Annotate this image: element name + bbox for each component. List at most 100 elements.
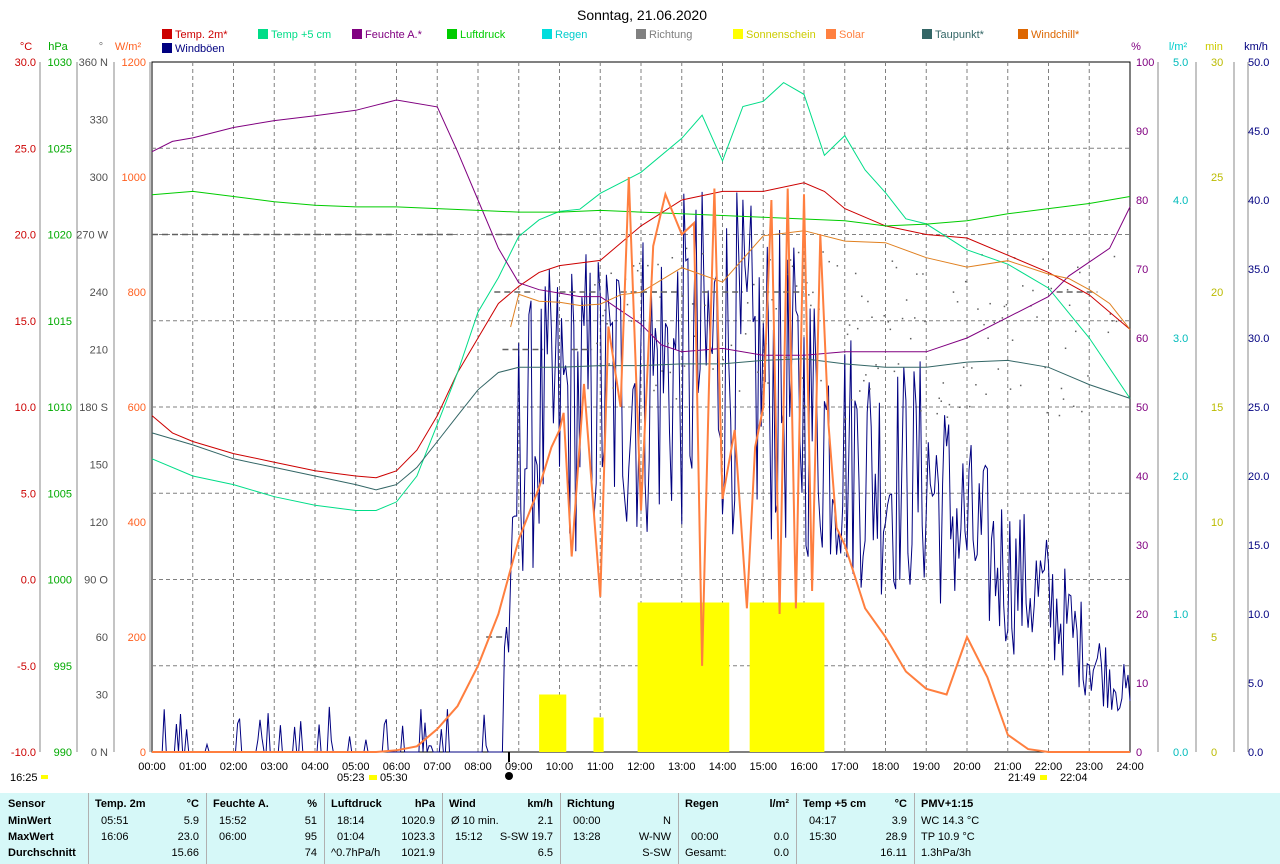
hum-min-time: 15:52: [219, 815, 247, 827]
axis-tick-rain: 1.0: [1173, 609, 1188, 621]
direction-point: [1074, 330, 1077, 333]
direction-point: [1081, 410, 1083, 413]
stats-header-pmv: PMV+1:15: [921, 798, 974, 810]
axis-tick-wind: 45.0: [1248, 126, 1269, 138]
sunrise2-label: 05:30: [380, 772, 408, 784]
press-min-value: 1020.9: [401, 815, 435, 827]
direction-point: [681, 295, 684, 297]
chart-title: Sonntag, 21.06.2020: [577, 7, 707, 23]
direction-point: [671, 256, 674, 259]
direction-point: [626, 303, 629, 306]
legend-label: Feuchte A.*: [365, 29, 423, 41]
axis-tick-direction: 0 N: [91, 747, 108, 759]
t5-min-value: 3.9: [891, 815, 907, 827]
chart-series-lines: [151, 81, 1131, 753]
direction-point: [983, 323, 985, 326]
axis-tick-wind: 25.0: [1248, 402, 1269, 414]
legend-swatch: [636, 29, 646, 39]
sunset-icon: [1040, 775, 1047, 780]
axis-tick-wind: 20.0: [1248, 471, 1269, 483]
wind-max-value: S-SW 19.7: [499, 831, 553, 843]
stats-label-min: MinWert: [8, 815, 52, 827]
direction-point: [1009, 388, 1012, 390]
direction-point: [746, 302, 749, 304]
stats-col-rain: Regen l/m² 00:00 0.0 Gesamt: 0.0: [678, 793, 797, 864]
axis-tick-temp: 30.0: [15, 57, 36, 69]
axis-tick-direction: 360 N: [79, 57, 108, 69]
dir-avg-value: S-SW: [642, 847, 671, 859]
press-avg-value: 1021.9: [401, 847, 435, 859]
direction-point: [1042, 258, 1044, 260]
axis-tick-sunshine: 25: [1211, 172, 1223, 184]
direction-point: [854, 272, 857, 275]
direction-point: [630, 320, 633, 322]
direction-point: [632, 265, 635, 267]
direction-point: [638, 262, 641, 265]
direction-point: [667, 342, 669, 345]
direction-point: [889, 328, 892, 331]
direction-point: [669, 371, 672, 374]
direction-point: [1058, 414, 1061, 417]
axis-unit-pressure: hPa: [48, 41, 68, 53]
temp-max-value: 23.0: [177, 831, 199, 843]
series-line-temp-2m-: [151, 182, 1131, 479]
x-tick-label: 02:00: [220, 761, 248, 773]
axis-tick-sunshine: 5: [1211, 632, 1217, 644]
pmv-dewpoint: TP 10.9 °C: [921, 831, 975, 843]
t5-min-time: 04:17: [809, 815, 837, 827]
direction-point: [596, 342, 598, 345]
axis-tick-pressure: 990: [54, 747, 72, 759]
direction-point: [1011, 339, 1014, 341]
legend-swatch: [733, 29, 743, 39]
direction-point: [969, 405, 971, 408]
x-tick-label: 20:00: [953, 761, 981, 773]
direction-point: [1001, 317, 1004, 319]
legend-swatch: [542, 29, 552, 39]
axis-tick-humidity: 30: [1136, 540, 1148, 552]
direction-point: [771, 299, 773, 301]
stats-unit-temp5: °C: [894, 798, 907, 810]
direction-point: [1115, 320, 1118, 323]
t5-avg-value: 16.11: [880, 847, 907, 859]
axis-tick-wind: 50.0: [1248, 57, 1269, 69]
direction-point: [647, 264, 649, 267]
stats-unit-rain: l/m²: [769, 798, 789, 810]
direction-point: [958, 406, 961, 408]
direction-point: [1022, 285, 1024, 287]
stats-header-pressure: Luftdruck: [331, 798, 382, 810]
direction-point: [850, 399, 853, 401]
sunshine-bar: [749, 602, 825, 752]
direction-point: [920, 410, 922, 412]
sunshine-bar: [637, 602, 730, 752]
axis-tick-solar: 1200: [122, 57, 146, 69]
axis-tick-humidity: 80: [1136, 195, 1148, 207]
direction-point: [964, 280, 967, 283]
direction-point: [612, 387, 614, 389]
axis-tick-pressure: 1020: [48, 230, 72, 242]
sunshine-bars: [539, 602, 825, 752]
t5-max-value: 28.9: [885, 831, 907, 843]
legend-label: Solar: [839, 29, 865, 41]
direction-point: [753, 283, 755, 286]
direction-point: [895, 266, 898, 269]
axis-tick-temp: 25.0: [15, 143, 36, 155]
x-tick-label: 01:00: [179, 761, 207, 773]
axis-tick-direction: 300: [90, 172, 108, 184]
axis-tick-temp: -10.0: [11, 747, 36, 759]
stats-col-direction: Richtung 00:00 N 13:28 W-NW S-SW: [560, 793, 679, 864]
axis-tick-direction: 90 O: [84, 575, 108, 587]
legend-swatch: [352, 29, 362, 39]
legend-label: Luftdruck: [460, 29, 506, 41]
stats-unit-wind: km/h: [527, 798, 553, 810]
axis-tick-rain: 4.0: [1173, 195, 1188, 207]
direction-point: [861, 295, 863, 298]
axis-tick-solar: 600: [128, 402, 146, 414]
direction-point: [769, 259, 771, 261]
stats-header-rain: Regen: [685, 798, 719, 810]
series-line-luftdruck: [151, 190, 1131, 227]
rain-max-time: 00:00: [691, 831, 719, 843]
axis-unit-temp: °C: [20, 41, 32, 53]
temp-min-time: 05:51: [101, 815, 129, 827]
axis-tick-pressure: 1005: [48, 488, 72, 500]
axis-tick-sunshine: 0: [1211, 747, 1217, 759]
